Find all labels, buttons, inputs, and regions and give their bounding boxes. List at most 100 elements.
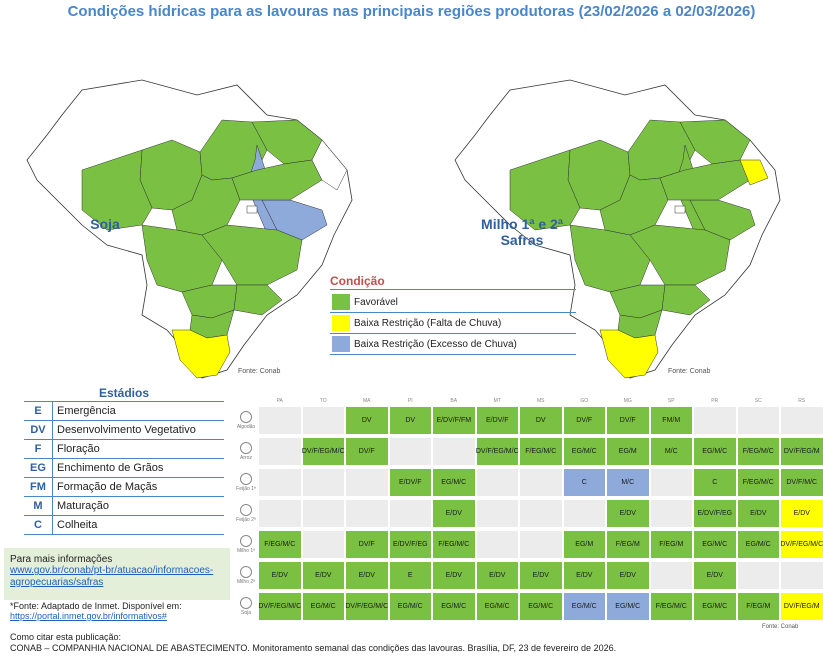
grid-cell: EG/M/C bbox=[301, 592, 345, 621]
state-header: GO bbox=[580, 398, 589, 404]
grid-cell: F/EG/M/C bbox=[736, 437, 780, 466]
soja-map-source: Fonte: Conab bbox=[238, 368, 281, 375]
stage-code: M bbox=[24, 497, 53, 515]
grid-cell: E/DV bbox=[562, 561, 606, 590]
grid-cell bbox=[258, 437, 302, 466]
grid-cell: E/DV/F/EG bbox=[388, 530, 432, 559]
grid-cell: E/DV bbox=[345, 561, 389, 590]
crop-symbol-icon bbox=[240, 442, 252, 454]
more-info-box: Para mais informações www.gov.br/conab/p… bbox=[4, 548, 230, 600]
grid-cell: E/DV bbox=[432, 499, 476, 528]
legend-swatch-green bbox=[332, 294, 350, 310]
stage-row: FM Formação de Maçãs bbox=[24, 478, 224, 497]
grid-cell: DV/F/EG/M/C bbox=[301, 437, 345, 466]
crop-symbol-icon bbox=[240, 566, 252, 578]
grid-cell: DV/F/M/C bbox=[780, 468, 823, 497]
stage-row: E Emergência bbox=[24, 402, 224, 421]
grid-cell bbox=[693, 406, 737, 435]
grid-cell: E/DV bbox=[432, 561, 476, 590]
stage-desc: Emergência bbox=[57, 405, 116, 417]
crop-label: Feijão 2ª bbox=[236, 517, 256, 523]
grid-cell: E/DV bbox=[519, 561, 563, 590]
grid-cell bbox=[519, 468, 563, 497]
legend-title: Condição bbox=[330, 274, 576, 290]
grid-cell: E/DV/F bbox=[475, 406, 519, 435]
state-header: BA bbox=[450, 398, 458, 404]
milho-label: Milho 1ª e 2ª Safras bbox=[481, 216, 563, 248]
grid-cell bbox=[388, 437, 432, 466]
grid-cell: C bbox=[693, 468, 737, 497]
legend-item-excesso-chuva: Baixa Restrição (Excesso de Chuva) bbox=[330, 334, 576, 355]
grid-cell: EG/M/C bbox=[432, 468, 476, 497]
more-info-heading: Para mais informações bbox=[10, 554, 113, 565]
grid-cell bbox=[780, 561, 823, 590]
grid-cell: M/C bbox=[606, 468, 650, 497]
condition-legend: Condição Favorável Baixa Restrição (Falt… bbox=[330, 274, 576, 355]
grid-cell: EG/M bbox=[562, 530, 606, 559]
grid-cell bbox=[345, 499, 389, 528]
crop-label: Soja bbox=[240, 610, 251, 616]
grid-cell: F/EG/M bbox=[736, 592, 780, 621]
grid-cell bbox=[736, 561, 780, 590]
grid-cell: F/EG/M/C bbox=[649, 592, 693, 621]
crop-icon: Feijão 2ª bbox=[234, 499, 258, 528]
grid-cell: EG/M/C bbox=[475, 592, 519, 621]
grid-cell: DV/F/EG/M/C bbox=[475, 437, 519, 466]
stage-code: C bbox=[24, 516, 53, 534]
state-header: MG bbox=[623, 398, 632, 404]
state-header: MS bbox=[537, 398, 545, 404]
grid-cell bbox=[649, 468, 693, 497]
inmet-link[interactable]: https://portal.inmet.gov.br/informativos… bbox=[10, 611, 167, 621]
grid-cell: DV/F/EG/M/C bbox=[780, 530, 823, 559]
grid-cell: E bbox=[388, 561, 432, 590]
grid-cell: F/EG/M bbox=[606, 530, 650, 559]
crop-icon: Soja bbox=[234, 592, 258, 621]
grid-cell bbox=[475, 499, 519, 528]
stages-title: Estádios bbox=[24, 386, 224, 402]
state-header: PI bbox=[407, 398, 413, 404]
stage-code: F bbox=[24, 440, 53, 458]
grid-cell: EG/M/C bbox=[519, 592, 563, 621]
more-info-link[interactable]: www.gov.br/conab/pt-br/atuacao/informaco… bbox=[10, 565, 214, 576]
citation: Como citar esta publicação: CONAB – COMP… bbox=[10, 632, 616, 654]
grid-cell bbox=[301, 406, 345, 435]
grid-cell bbox=[519, 530, 563, 559]
soja-map bbox=[22, 60, 362, 380]
grid-cell: E/DV bbox=[780, 499, 823, 528]
grid-cell bbox=[301, 499, 345, 528]
stage-desc: Enchimento de Grãos bbox=[57, 462, 164, 474]
grid-cell: E/DV bbox=[258, 561, 302, 590]
crop-label: Algodão bbox=[236, 424, 256, 430]
inmet-source: *Fonte: Adaptado de Inmet. Disponível em… bbox=[10, 601, 182, 621]
grid-cell: EG/M/C bbox=[562, 592, 606, 621]
grid-cell bbox=[780, 406, 823, 435]
grid-cell bbox=[432, 437, 476, 466]
grid-cell bbox=[258, 406, 302, 435]
legend-item-favoravel: Favorável bbox=[330, 292, 576, 313]
crop-icon: Milho 1ª bbox=[234, 530, 258, 559]
grid-cell bbox=[301, 468, 345, 497]
grid-cell bbox=[519, 499, 563, 528]
grid-cell: E/DV/F/FM bbox=[432, 406, 476, 435]
grid-cell: E/DV bbox=[301, 561, 345, 590]
crop-symbol-icon bbox=[240, 597, 252, 609]
stage-desc: Formação de Maçãs bbox=[57, 481, 158, 493]
grid-cell: EG/M/C bbox=[693, 437, 737, 466]
grid-cell: F/EG/M/C bbox=[432, 530, 476, 559]
grid-cell bbox=[258, 468, 302, 497]
crop-symbol-icon bbox=[240, 504, 252, 516]
more-info-link-cont[interactable]: agropecuarias/safras bbox=[10, 577, 104, 588]
stage-row: DV Desenvolvimento Vegetativo bbox=[24, 421, 224, 440]
grid-cell: EG/M/C bbox=[432, 592, 476, 621]
stage-row: C Colheita bbox=[24, 516, 224, 535]
state-header: PR bbox=[711, 398, 719, 404]
grid-cell: DV bbox=[345, 406, 389, 435]
grid-cell bbox=[475, 468, 519, 497]
state-header: SP bbox=[667, 398, 675, 404]
stage-row: EG Enchimento de Grãos bbox=[24, 459, 224, 478]
grid-cell: F/EG/M bbox=[649, 530, 693, 559]
legend-item-falta-chuva: Baixa Restrição (Falta de Chuva) bbox=[330, 313, 576, 334]
crop-label: Feijão 1ª bbox=[236, 486, 256, 492]
grid-cell: E/DV bbox=[693, 561, 737, 590]
crop-icon: Feijão 1ª bbox=[234, 468, 258, 497]
